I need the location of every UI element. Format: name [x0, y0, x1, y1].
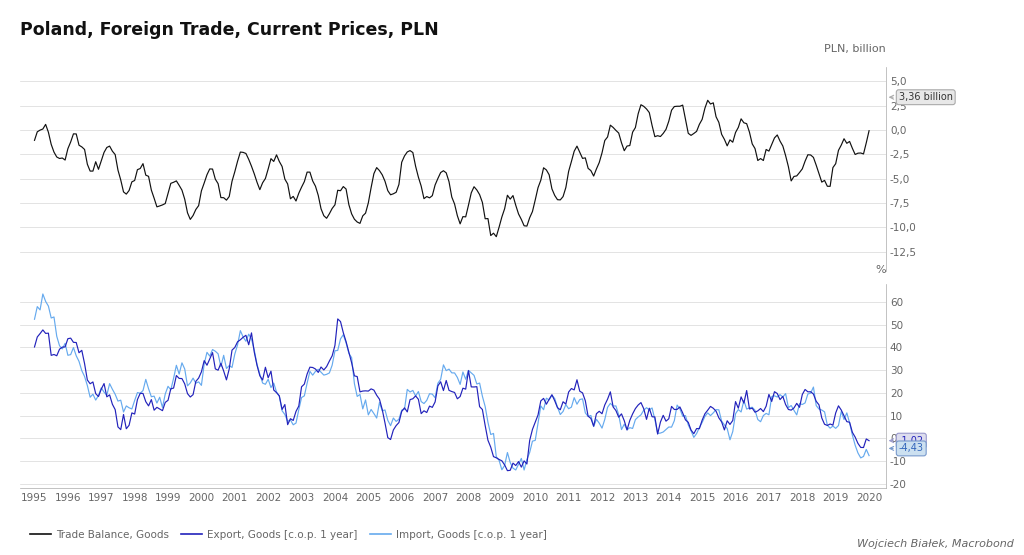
Text: Poland, Foreign Trade, Current Prices, PLN: Poland, Foreign Trade, Current Prices, P…: [20, 21, 439, 39]
Text: PLN, billion: PLN, billion: [824, 44, 886, 54]
Text: %: %: [876, 265, 886, 275]
Text: -1,02: -1,02: [890, 436, 924, 446]
Text: Wojciech Białek, Macrobond: Wojciech Białek, Macrobond: [857, 539, 1014, 549]
Legend: Trade Balance, Goods, Export, Goods [c.o.p. 1 year], Import, Goods [c.o.p. 1 yea: Trade Balance, Goods, Export, Goods [c.o…: [26, 526, 551, 544]
Text: -4,43: -4,43: [890, 443, 924, 453]
Text: 3,36 billion: 3,36 billion: [890, 92, 952, 102]
